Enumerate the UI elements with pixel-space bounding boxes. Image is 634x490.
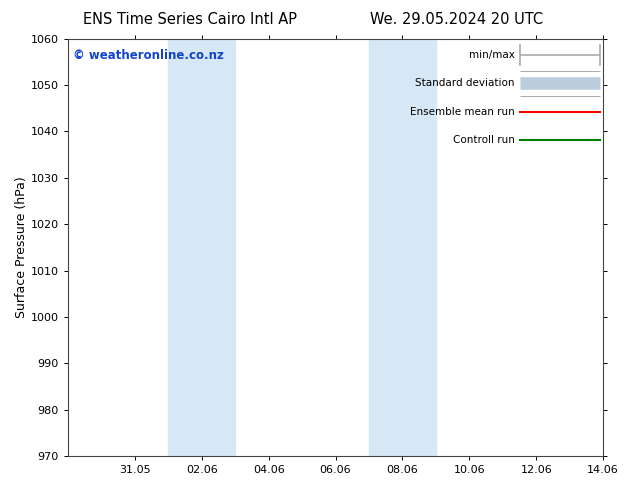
Y-axis label: Surface Pressure (hPa): Surface Pressure (hPa) bbox=[15, 176, 28, 318]
Text: ENS Time Series Cairo Intl AP: ENS Time Series Cairo Intl AP bbox=[83, 12, 297, 27]
Text: Controll run: Controll run bbox=[453, 135, 515, 145]
Text: Standard deviation: Standard deviation bbox=[415, 78, 515, 88]
Text: We. 29.05.2024 20 UTC: We. 29.05.2024 20 UTC bbox=[370, 12, 543, 27]
Text: min/max: min/max bbox=[469, 50, 515, 60]
Text: Ensemble mean run: Ensemble mean run bbox=[410, 107, 515, 117]
Bar bbox=[369, 39, 436, 456]
Bar bbox=[168, 39, 235, 456]
Text: © weatheronline.co.nz: © weatheronline.co.nz bbox=[74, 49, 224, 62]
